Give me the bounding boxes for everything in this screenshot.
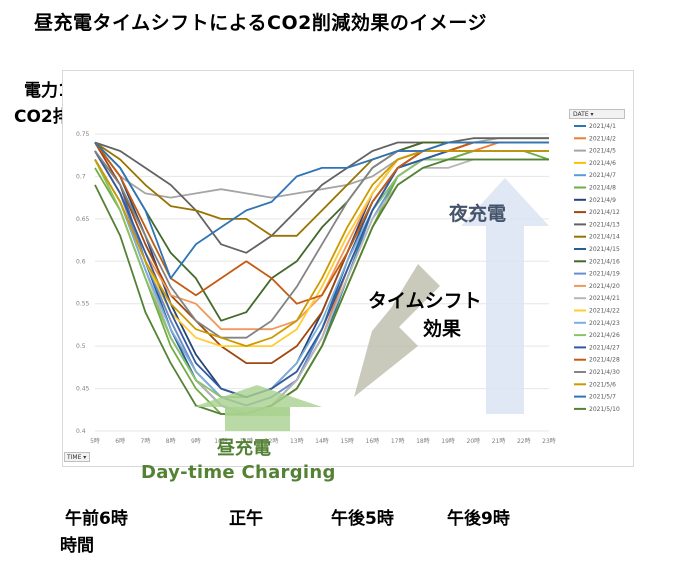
x-tick-label: 9時 xyxy=(191,437,201,445)
legend-label: 2021/4/26 xyxy=(589,332,620,339)
legend-label: 2021/4/13 xyxy=(589,221,620,228)
series-line xyxy=(94,137,549,254)
x-tick-label: 15時 xyxy=(340,437,354,445)
night-charge-label: 夜充電 xyxy=(449,203,507,225)
day-charge-label-jp: 昼充電 xyxy=(217,438,271,459)
x-tick-label: 21時 xyxy=(492,437,506,445)
x-tick-label: 14時 xyxy=(315,437,329,445)
legend-label: 2021/4/23 xyxy=(589,320,620,327)
x-tick-label: 12時 xyxy=(265,437,279,445)
legend-label: 2021/4/5 xyxy=(589,148,616,155)
x-tick-label: 16時 xyxy=(366,437,380,445)
night-charge-arrow xyxy=(461,178,549,414)
x-tick-label: 13時 xyxy=(290,437,304,445)
series-line xyxy=(94,141,549,280)
legend-label: 2021/5/7 xyxy=(589,394,616,401)
legend-label: 2021/4/20 xyxy=(589,283,620,290)
legend-label: 2021/4/12 xyxy=(589,209,620,216)
time-label-noon: 正午 xyxy=(229,509,263,529)
x-tick-label: 20時 xyxy=(467,437,481,445)
legend-label: 2021/4/6 xyxy=(589,160,616,167)
legend-label: 2021/4/7 xyxy=(589,172,616,179)
y-tick-label: 0.6 xyxy=(76,258,86,265)
legend-label: 2021/4/8 xyxy=(589,185,616,192)
day-charge-arrow-body xyxy=(225,407,290,431)
legend-label: 2021/4/9 xyxy=(589,197,616,204)
legend-label: 2021/4/22 xyxy=(589,308,620,315)
series-line xyxy=(94,150,549,399)
y-tick-label: 0.5 xyxy=(76,343,86,350)
series-line xyxy=(94,141,549,407)
time-label-6am: 午前6時 xyxy=(65,509,128,529)
legend-label: 2021/4/30 xyxy=(589,369,620,376)
series-line xyxy=(94,150,549,348)
x-tick-label: 8時 xyxy=(166,437,176,445)
legend-label: 2021/4/14 xyxy=(589,234,620,241)
time-label-9pm: 午後9時 xyxy=(447,509,510,529)
time-shift-label-line2: 効果 xyxy=(423,318,462,340)
x-tick-label: 11時 xyxy=(240,437,254,445)
legend-label: 2021/4/19 xyxy=(589,271,620,278)
x-tick-label: 10時 xyxy=(214,437,228,445)
legend-label: 2021/4/21 xyxy=(589,295,620,302)
y-tick-label: 0.75 xyxy=(76,131,90,138)
x-tick-label: 6時 xyxy=(115,437,125,445)
x-tick-label: 5時 xyxy=(90,437,100,445)
y-tick-label: 0.45 xyxy=(76,386,90,393)
legend-label: 2021/4/1 xyxy=(589,123,616,130)
legend-label: 2021/5/10 xyxy=(589,406,620,413)
legend-label: 2021/4/16 xyxy=(589,258,620,265)
legend-label: 2021/4/28 xyxy=(589,357,620,364)
x-tick-label: 23時 xyxy=(542,437,556,445)
legend-label: 2021/4/2 xyxy=(589,135,616,142)
y-tick-label: 0.4 xyxy=(76,428,86,435)
x-tick-label: 17時 xyxy=(391,437,405,445)
day-charge-label-en: Day-time Charging xyxy=(141,462,336,483)
series-line xyxy=(94,158,549,415)
x-tick-label: 22時 xyxy=(517,437,531,445)
x-tick-label: 18時 xyxy=(416,437,430,445)
y-tick-label: 0.65 xyxy=(76,216,90,223)
time-label-5pm: 午後5時 xyxy=(331,509,394,529)
time-unit-label: 時間 xyxy=(60,536,94,556)
time-axis-filter-button[interactable]: TIME ▾ xyxy=(64,452,90,462)
legend-label: 2021/4/15 xyxy=(589,246,620,253)
time-shift-label-line1: タイムシフト xyxy=(368,290,482,312)
legend-label: 2021/5/6 xyxy=(589,381,616,388)
x-tick-label: 7時 xyxy=(141,437,151,445)
chart-title: 昼充電タイムシフトによるCO2削減効果のイメージ xyxy=(34,12,487,34)
time-shift-arrow xyxy=(354,264,440,397)
y-tick-label: 0.7 xyxy=(76,173,86,180)
legend-label: 2021/4/27 xyxy=(589,344,620,351)
y-tick-label: 0.55 xyxy=(76,301,90,308)
legend-date-filter-button[interactable]: DATE ▾ xyxy=(569,109,625,119)
x-tick-label: 19時 xyxy=(441,437,455,445)
